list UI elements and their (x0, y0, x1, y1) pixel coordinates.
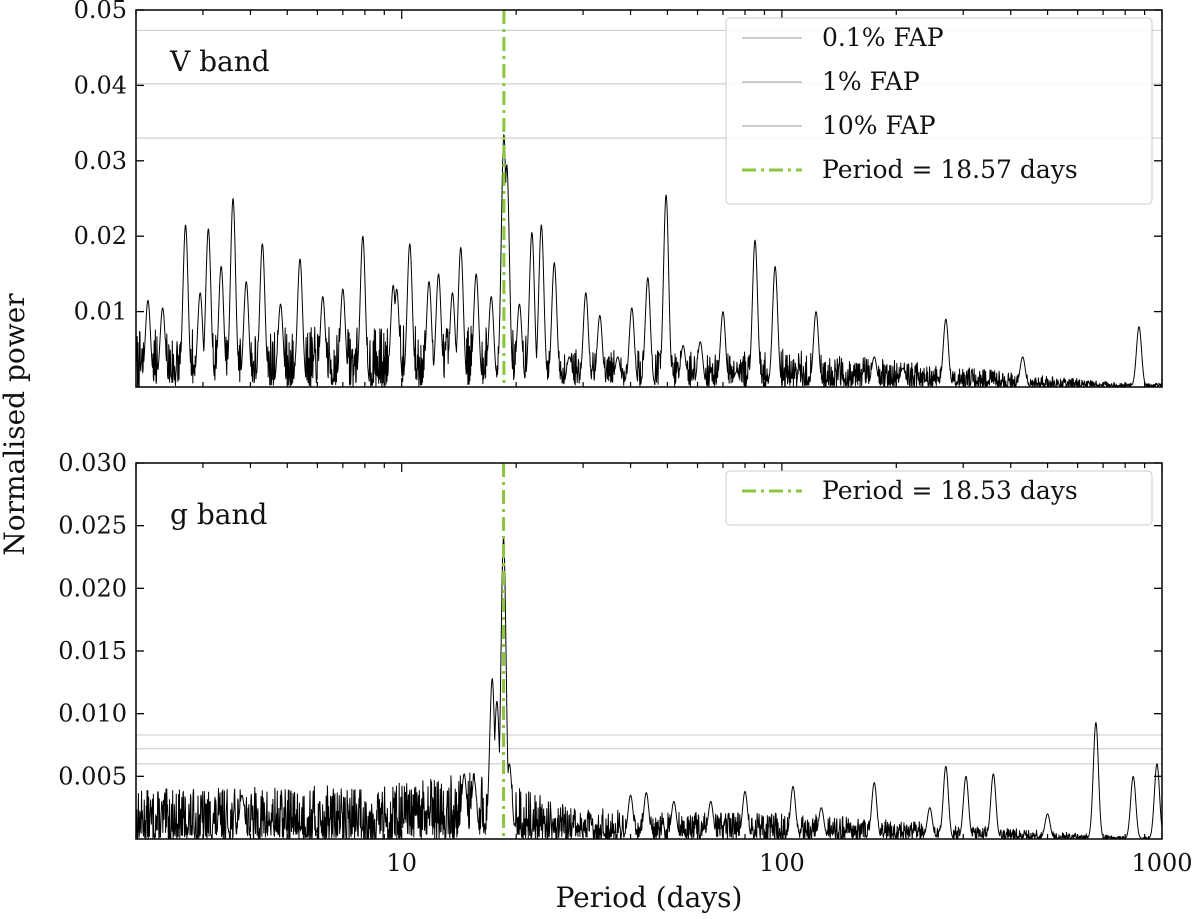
y-tick-label: 0.020 (58, 574, 127, 602)
y-tick-label: 0.02 (74, 222, 127, 250)
x-axis-label: Period (days) (556, 881, 743, 914)
legend-box (725, 470, 1153, 526)
y-tick-label: 0.05 (74, 0, 127, 24)
legend-entry-label: 1% FAP (822, 67, 920, 96)
panel-label-v-band: V band (169, 45, 270, 78)
y-tick-label: 0.025 (58, 512, 127, 540)
legend-entry-label: 10% FAP (822, 111, 936, 140)
y-tick-label: 0.01 (74, 298, 127, 326)
legend-v-band: 0.1% FAP 1% FAP 10% FAP Period = 18.57 days (725, 17, 1153, 205)
x-axis-g-band: 10 100 1000 (135, 463, 1193, 877)
axes-frame-v-band (135, 9, 1163, 388)
y-tick-label: 0.015 (58, 637, 127, 665)
series-line-g-band (136, 538, 1162, 839)
y-tick-label: 0.030 (58, 449, 127, 477)
x-tick-label: 1000 (1131, 849, 1192, 877)
y-tick-label: 0.03 (74, 147, 127, 175)
y-tick-label: 0.010 (58, 700, 127, 728)
y-axis-v-band: 0.01 0.02 0.03 0.04 0.05 (74, 0, 1162, 326)
y-axis-label: Normalised power (0, 293, 31, 556)
x-tick-label: 10 (386, 849, 417, 877)
x-axis-ticks-v-band (135, 10, 1163, 387)
legend-entry-label: 0.1% FAP (822, 23, 944, 52)
legend-entry-label: Period = 18.53 days (822, 476, 1078, 505)
legend-g-band: Period = 18.53 days (725, 470, 1153, 526)
panel-v-band: 0.01 0.02 0.03 0.04 0.05 V band 0.1% FAP 1% F… (74, 0, 1163, 388)
fap-lines-g-band (136, 734, 1162, 765)
y-tick-label: 0.005 (58, 762, 127, 790)
panel-label-g-band: g band (170, 498, 267, 531)
legend-box (725, 17, 1153, 205)
x-tick-label: 100 (759, 849, 805, 877)
y-tick-label: 0.04 (74, 71, 127, 99)
y-axis-g-band: 0.005 0.010 0.015 0.020 0.025 0.030 (58, 449, 1162, 790)
series-line-v-band (136, 134, 1162, 387)
panel-g-band: 0.005 0.010 0.015 0.020 0.025 0.030 10 100 1000… (58, 449, 1192, 877)
legend-entry-label: Period = 18.57 days (822, 155, 1078, 184)
